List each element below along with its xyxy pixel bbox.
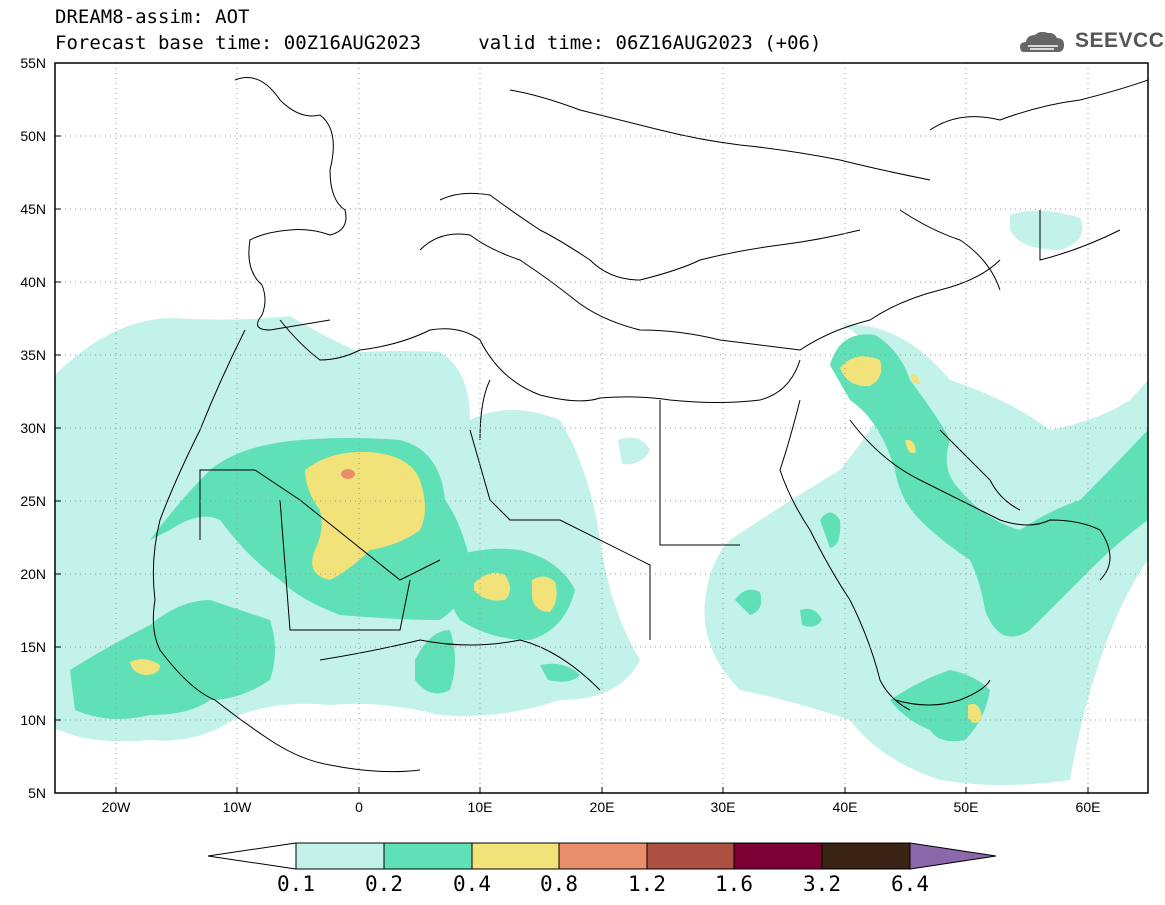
lon-label: 10W — [222, 799, 252, 815]
base-time: Forecast base time: 00Z16AUG2023 — [55, 32, 422, 54]
lat-label: 25N — [20, 493, 46, 509]
colorbar-low-arrow — [207, 842, 297, 870]
lon-label: 10E — [467, 799, 493, 815]
lon-label: 0 — [355, 799, 363, 815]
lon-label: 30E — [710, 799, 736, 815]
colorbar-swatch — [295, 842, 385, 870]
lat-label: 50N — [20, 128, 46, 144]
colorbar-swatch — [646, 842, 735, 870]
cloud-icon — [1020, 31, 1064, 52]
colorbar-tick-label: 0.1 — [277, 872, 315, 896]
lat-label: 55N — [20, 55, 46, 71]
seevccc-logo: SEEVCCC — [1075, 29, 1165, 52]
lat-label: 30N — [20, 420, 46, 436]
colorbar-tick-label: 6.4 — [891, 872, 929, 896]
colorbar — [207, 842, 997, 870]
lat-label: 15N — [20, 639, 46, 655]
lon-label: 50E — [953, 799, 979, 815]
lat-label: 10N — [20, 712, 46, 728]
colorbar-tick-label: 1.2 — [628, 872, 666, 896]
lat-label: 45N — [20, 201, 46, 217]
axis-ticks — [55, 62, 1089, 793]
graticule — [55, 63, 1148, 793]
colorbar-swatch — [821, 842, 911, 870]
colorbar-swatch — [471, 842, 560, 870]
lon-label: 20E — [589, 799, 615, 815]
lon-label: 20W — [101, 799, 131, 815]
colorbar-tick-label: 0.2 — [365, 872, 403, 896]
forecast-times: Forecast base time: 00Z16AUG2023 valid t… — [55, 32, 821, 54]
colorbar-tick-label: 0.4 — [453, 872, 491, 896]
lat-label: 35N — [20, 347, 46, 363]
map-title: DREAM8-assim: AOT — [55, 6, 250, 28]
lat-label: 5N — [28, 785, 46, 801]
lat-label: 40N — [20, 274, 46, 290]
colorbar-swatch — [383, 842, 473, 870]
coastlines — [152, 77, 1148, 773]
valid-time: valid time: 06Z16AUG2023 (+06) — [478, 32, 822, 54]
lon-label: 40E — [832, 799, 858, 815]
lon-label: 60E — [1075, 799, 1101, 815]
colorbar-high-arrow — [909, 842, 997, 870]
colorbar-tick-label: 1.6 — [715, 872, 753, 896]
colorbar-tick-label: 3.2 — [803, 872, 841, 896]
aot-fields — [55, 210, 1148, 785]
colorbar-swatch — [558, 842, 648, 870]
colorbar-swatch — [733, 842, 823, 870]
colorbar-tick-label: 0.8 — [540, 872, 578, 896]
lat-label: 20N — [20, 566, 46, 582]
